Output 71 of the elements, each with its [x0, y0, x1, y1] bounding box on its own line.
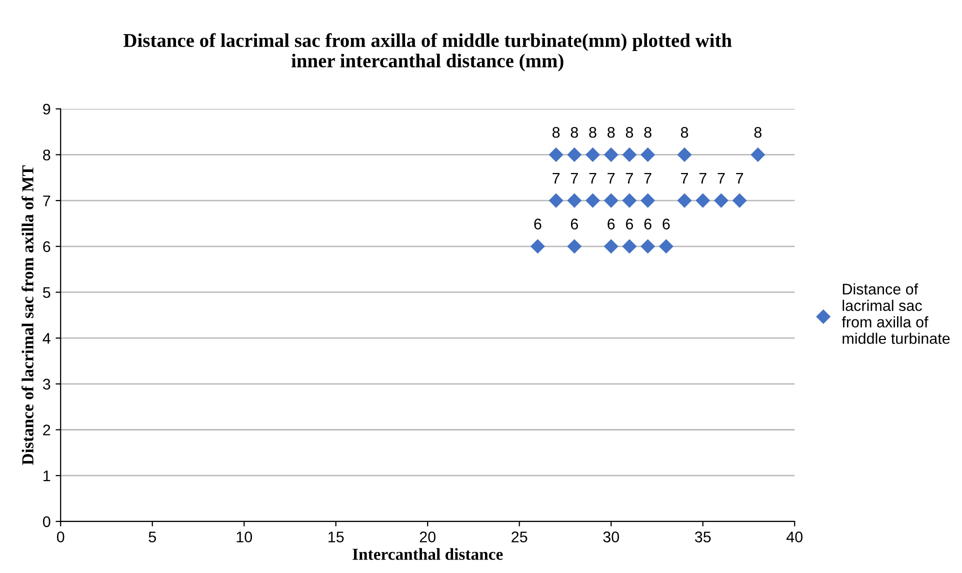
data-label: 7	[570, 172, 578, 184]
data-label: 7	[718, 172, 725, 184]
point	[548, 193, 564, 208]
y-tick-label: 5	[43, 287, 50, 298]
y-tick-label: 3	[42, 378, 50, 390]
data-label: 7	[589, 172, 596, 184]
y-tick-label: 1	[44, 470, 50, 482]
data-label: 7	[552, 172, 560, 184]
x-tick-label: 35	[694, 532, 711, 542]
y-tick-label: 8	[43, 150, 50, 160]
y-tick-label: 7	[43, 196, 50, 206]
data-label: 7	[736, 172, 744, 184]
data-label: 8	[626, 126, 634, 138]
x-tick-label: 25	[512, 532, 528, 542]
data-label: 6	[662, 218, 670, 230]
point	[585, 193, 600, 208]
data-label: 7	[681, 172, 688, 184]
data-label: 8	[754, 126, 762, 138]
point	[530, 239, 545, 254]
y-tick-label: 6	[43, 241, 50, 252]
point	[548, 147, 564, 162]
point	[604, 147, 618, 162]
point	[732, 193, 747, 208]
point	[677, 147, 692, 162]
point	[750, 147, 766, 162]
point	[585, 147, 600, 162]
data-label: 7	[699, 172, 706, 184]
point	[658, 239, 674, 254]
data-label: 7	[644, 172, 652, 184]
point	[622, 147, 637, 162]
x-tick-label: 40	[786, 532, 803, 542]
x-axis-title: Intercanthal distance	[352, 548, 503, 560]
x-tick-label: 5	[148, 532, 156, 542]
y-tick-label: 4	[42, 333, 50, 344]
x-tick-label: 20	[420, 532, 436, 542]
point	[677, 193, 692, 208]
x-tick-label: 10	[236, 532, 252, 542]
data-label: 8	[589, 126, 596, 138]
data-label: 8	[570, 126, 578, 138]
data-label: 8	[608, 126, 615, 138]
point	[604, 193, 618, 208]
data-label: 8	[680, 126, 688, 138]
point	[640, 147, 656, 162]
x-tick-label: 30	[603, 532, 620, 542]
x-tick-label: 15	[328, 532, 344, 542]
point	[567, 239, 582, 254]
data-label: 7	[608, 172, 615, 184]
point	[714, 193, 728, 208]
data-label: 6	[534, 218, 542, 230]
y-tick-label: 0	[42, 516, 50, 528]
data-label: 6	[626, 218, 634, 230]
point	[622, 239, 637, 254]
data-label: 6	[644, 218, 652, 230]
legend-label: Distance of lacrimal sac from axilla of middle turbinate	[842, 283, 950, 344]
point	[696, 193, 710, 208]
data-label: 6	[608, 218, 615, 230]
x-tick-label: 0	[56, 532, 64, 542]
y-axis-title: Distance of lacrimal sac from axilla of MT	[22, 165, 34, 465]
y-tick-label: 2	[43, 424, 50, 436]
point	[622, 193, 637, 208]
data-label: 6	[570, 218, 578, 230]
data-label: 8	[552, 126, 560, 138]
chart-title: Distance of lacrimal sac from axilla of middle turbinate(mm) plotted with inner intercanthal distance (mm)	[124, 33, 732, 72]
point	[604, 239, 618, 254]
y-tick-label: 9	[43, 104, 50, 115]
point	[567, 193, 582, 208]
point	[640, 193, 656, 208]
data-label: 8	[644, 126, 652, 138]
point	[567, 147, 582, 162]
point	[640, 239, 656, 254]
data-label: 7	[626, 172, 633, 184]
